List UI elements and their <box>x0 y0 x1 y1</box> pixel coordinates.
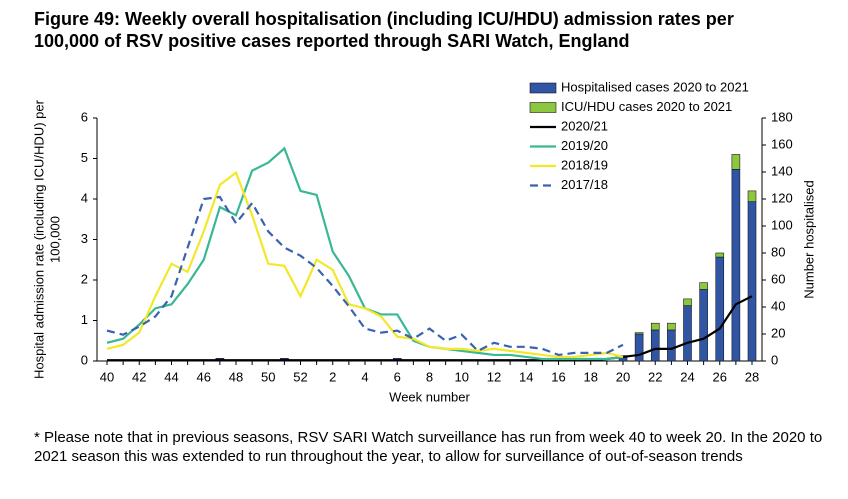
bar <box>731 154 741 170</box>
x-tick-label: 44 <box>164 369 178 384</box>
x-tick-label: 28 <box>745 369 759 384</box>
x-tick-label: 12 <box>487 369 501 384</box>
y-tick-label: 2 <box>81 271 88 286</box>
bar <box>650 329 660 362</box>
y-axis-label: Hospital admission rate (including ICU/H… <box>31 99 46 379</box>
x-tick-label: 20 <box>616 369 630 384</box>
bar <box>634 332 644 335</box>
legend-swatch <box>529 82 557 94</box>
y2-tick-label: 0 <box>771 352 778 367</box>
legend-label: 2018/19 <box>561 157 608 172</box>
line <box>106 146 624 361</box>
bar <box>731 169 741 362</box>
legend-label: 2017/18 <box>561 177 608 192</box>
y-tick-label: 4 <box>81 190 88 205</box>
y2-tick-label: 140 <box>771 163 793 178</box>
x-tick-label: 50 <box>261 369 275 384</box>
x-tick-label: 24 <box>680 369 694 384</box>
y-tick-label: 5 <box>81 150 88 165</box>
x-tick-label: 46 <box>197 369 211 384</box>
y-tick-label: 6 <box>81 109 88 124</box>
legend-swatch <box>529 102 557 113</box>
y2-tick-label: 60 <box>771 271 785 286</box>
y2-tick-label: 180 <box>771 109 793 124</box>
x-tick-label: 18 <box>584 369 598 384</box>
bar <box>667 322 676 331</box>
bar <box>747 201 757 362</box>
bar <box>683 298 692 306</box>
x-axis-label: Week number <box>389 389 470 404</box>
x-tick-label: 6 <box>394 369 401 384</box>
bar <box>699 289 708 362</box>
x-tick-label: 16 <box>551 369 565 384</box>
x-tick-label: 14 <box>519 369 533 384</box>
legend-label: 2020/21 <box>561 118 608 133</box>
bar <box>634 333 644 362</box>
bar <box>667 329 676 362</box>
x-tick-label: 2 <box>329 369 336 384</box>
x-tick-label: 40 <box>100 369 114 384</box>
y2-tick-label: 100 <box>771 217 793 232</box>
bar <box>650 322 660 331</box>
legend-label: Hospitalised cases 2020 to 2021 <box>561 79 749 94</box>
x-tick-label: 42 <box>132 369 146 384</box>
x-tick-label: 10 <box>455 369 469 384</box>
legend-label: ICU/HDU cases 2020 to 2021 <box>561 99 732 114</box>
chart-title: Figure 49: Weekly overall hospitalisatio… <box>34 9 734 51</box>
bar <box>747 190 757 202</box>
y-tick-label: 3 <box>81 231 88 246</box>
x-tick-label: 22 <box>648 369 662 384</box>
bar <box>715 252 725 258</box>
y2-tick-label: 80 <box>771 244 785 259</box>
x-tick-label: 26 <box>713 369 727 384</box>
y2-tick-label: 40 <box>771 298 785 313</box>
line <box>107 295 753 362</box>
y2-tick-label: 20 <box>771 325 785 340</box>
y-tick-label: 0 <box>81 352 88 367</box>
y2-axis-label: Number hospitalised <box>801 180 816 299</box>
y-axis-label: 100,000 <box>47 216 62 263</box>
legend-label: 2019/20 <box>561 138 608 153</box>
line <box>106 170 624 359</box>
line <box>106 195 624 357</box>
x-tick-label: 8 <box>426 369 433 384</box>
y2-tick-label: 120 <box>771 190 793 205</box>
footnote: * Please note that in previous seasons, … <box>34 429 823 465</box>
bar <box>699 282 708 290</box>
x-tick-label: 4 <box>361 369 368 384</box>
y-tick-label: 1 <box>81 312 88 327</box>
bar <box>683 305 692 362</box>
x-tick-label: 48 <box>229 369 243 384</box>
x-tick-label: 52 <box>293 369 307 384</box>
bar <box>715 256 725 362</box>
y2-tick-label: 160 <box>771 136 793 151</box>
